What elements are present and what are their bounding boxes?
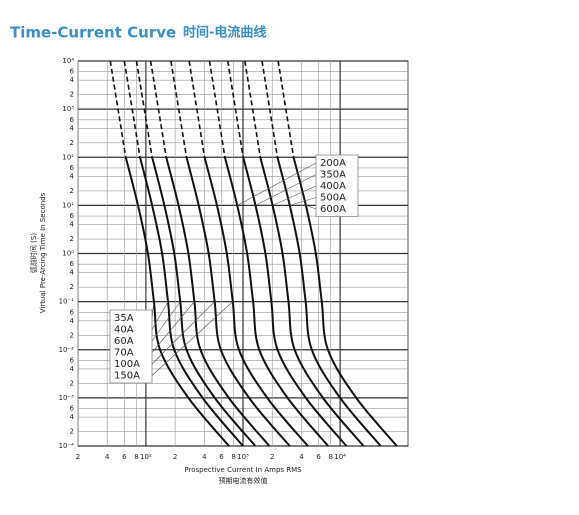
leader-line [151, 301, 215, 365]
chart-subtitle: 时间-电流曲线 [183, 25, 266, 41]
legend-box [109, 309, 153, 384]
curve-dashed [208, 60, 226, 158]
y-tick-label: 4 [70, 317, 75, 325]
y-tick-label: 2 [70, 379, 74, 387]
curve-dashed [149, 60, 168, 158]
x-tick-label: 8 [231, 453, 235, 461]
y-tick-label: 4 [70, 413, 75, 421]
curve [185, 157, 291, 447]
y-tick-label: 2 [70, 331, 74, 339]
x-tick-label: 4 [299, 453, 304, 461]
legend-label: 40A [114, 325, 134, 336]
leader-line [272, 185, 317, 206]
y-tick-label: 6 [70, 212, 75, 220]
y-tick-label: 4 [70, 172, 75, 180]
curve [165, 157, 271, 447]
x-tick-label: 10⁴ [334, 453, 346, 461]
curve-dashed [277, 60, 295, 158]
y-tick-label: 10² [62, 153, 74, 161]
leader-line [151, 301, 195, 353]
curve-dashed [135, 60, 153, 158]
curve-dashed [109, 60, 127, 158]
x-tick-label: 10³ [237, 453, 249, 461]
y-tick-label: 10⁻² [59, 346, 75, 354]
legend-label: 350A [320, 170, 346, 181]
y-tick-label: 6 [70, 68, 75, 76]
curve-dashed [188, 60, 206, 158]
leader-line [255, 174, 317, 206]
curve [223, 157, 329, 447]
y-tick-label: 2 [70, 283, 74, 291]
y-tick-label: 4 [70, 269, 75, 277]
y-axis-label-cn: 弧前时间 (S) [29, 233, 38, 273]
legend-label: 500A [320, 193, 346, 204]
y-tick-label: 10¹ [62, 201, 74, 209]
curve [242, 157, 348, 447]
curve-dashed [226, 60, 244, 158]
y-tick-label: 10⁻¹ [59, 298, 75, 306]
legend-label: 400A [320, 181, 346, 192]
y-axis-label: Virtual Pre-Arcing Time In Seconds [39, 192, 47, 313]
legend-label: 150A [114, 371, 140, 382]
y-tick-label: 6 [70, 356, 75, 364]
x-tick-label: 4 [202, 453, 207, 461]
legend-label: 200A [320, 158, 346, 169]
y-tick-label: 4 [70, 76, 75, 84]
x-tick-label: 6 [122, 453, 127, 461]
x-axis-label: Prospective Current In Amps RMS [184, 466, 302, 474]
legend-label: 600A [320, 204, 346, 215]
y-tick-label: 4 [70, 365, 75, 373]
x-tick-label: 2 [270, 453, 274, 461]
y-tick-label: 6 [70, 405, 75, 413]
leader-line [151, 301, 169, 330]
y-tick-label: 10³ [62, 105, 74, 113]
legend-label: 35A [114, 313, 134, 324]
leader-line [151, 301, 181, 342]
legend-label: 70A [114, 348, 134, 359]
x-tick-label: 2 [173, 453, 177, 461]
leader-line [237, 162, 317, 206]
x-tick-label: 8 [134, 453, 138, 461]
y-tick-label: 2 [70, 187, 74, 195]
leader-line [305, 205, 317, 210]
leader-line [151, 301, 155, 319]
y-tick-label: 2 [70, 428, 74, 436]
x-tick-label: 4 [105, 453, 110, 461]
x-tick-label: 6 [316, 453, 321, 461]
legend-label: 60A [114, 336, 134, 347]
legend-box [315, 154, 359, 217]
y-tick-label: 10⁻⁴ [59, 442, 75, 450]
y-tick-label: 2 [70, 91, 74, 99]
leader-line [289, 197, 317, 206]
y-tick-label: 2 [70, 235, 74, 243]
x-tick-label: 6 [219, 453, 224, 461]
y-tick-label: 4 [70, 221, 75, 229]
curve [151, 157, 257, 447]
y-tick-label: 10⁻³ [59, 394, 75, 402]
curve-dashed [261, 60, 279, 158]
curve [259, 157, 365, 447]
y-tick-label: 4 [70, 124, 75, 132]
curve-dashed [123, 60, 141, 158]
chart-title: Time-Current Curve [10, 24, 176, 42]
x-axis-label-cn: 预期电流有效值 [219, 476, 268, 485]
legend-label: 100A [114, 359, 140, 370]
y-tick-label: 10⁰ [62, 250, 74, 258]
leader-line [151, 301, 233, 376]
y-tick-label: 6 [70, 260, 75, 268]
x-tick-label: 10² [140, 453, 152, 461]
y-tick-label: 6 [70, 116, 75, 124]
curve-dashed [244, 60, 262, 158]
x-tick-label: 8 [328, 453, 332, 461]
y-tick-label: 6 [70, 164, 75, 172]
y-tick-label: 6 [70, 308, 75, 316]
y-tick-label: 10⁴ [62, 57, 74, 65]
curve-dashed [170, 60, 188, 158]
y-tick-label: 2 [70, 139, 74, 147]
x-tick-label: 2 [76, 453, 80, 461]
